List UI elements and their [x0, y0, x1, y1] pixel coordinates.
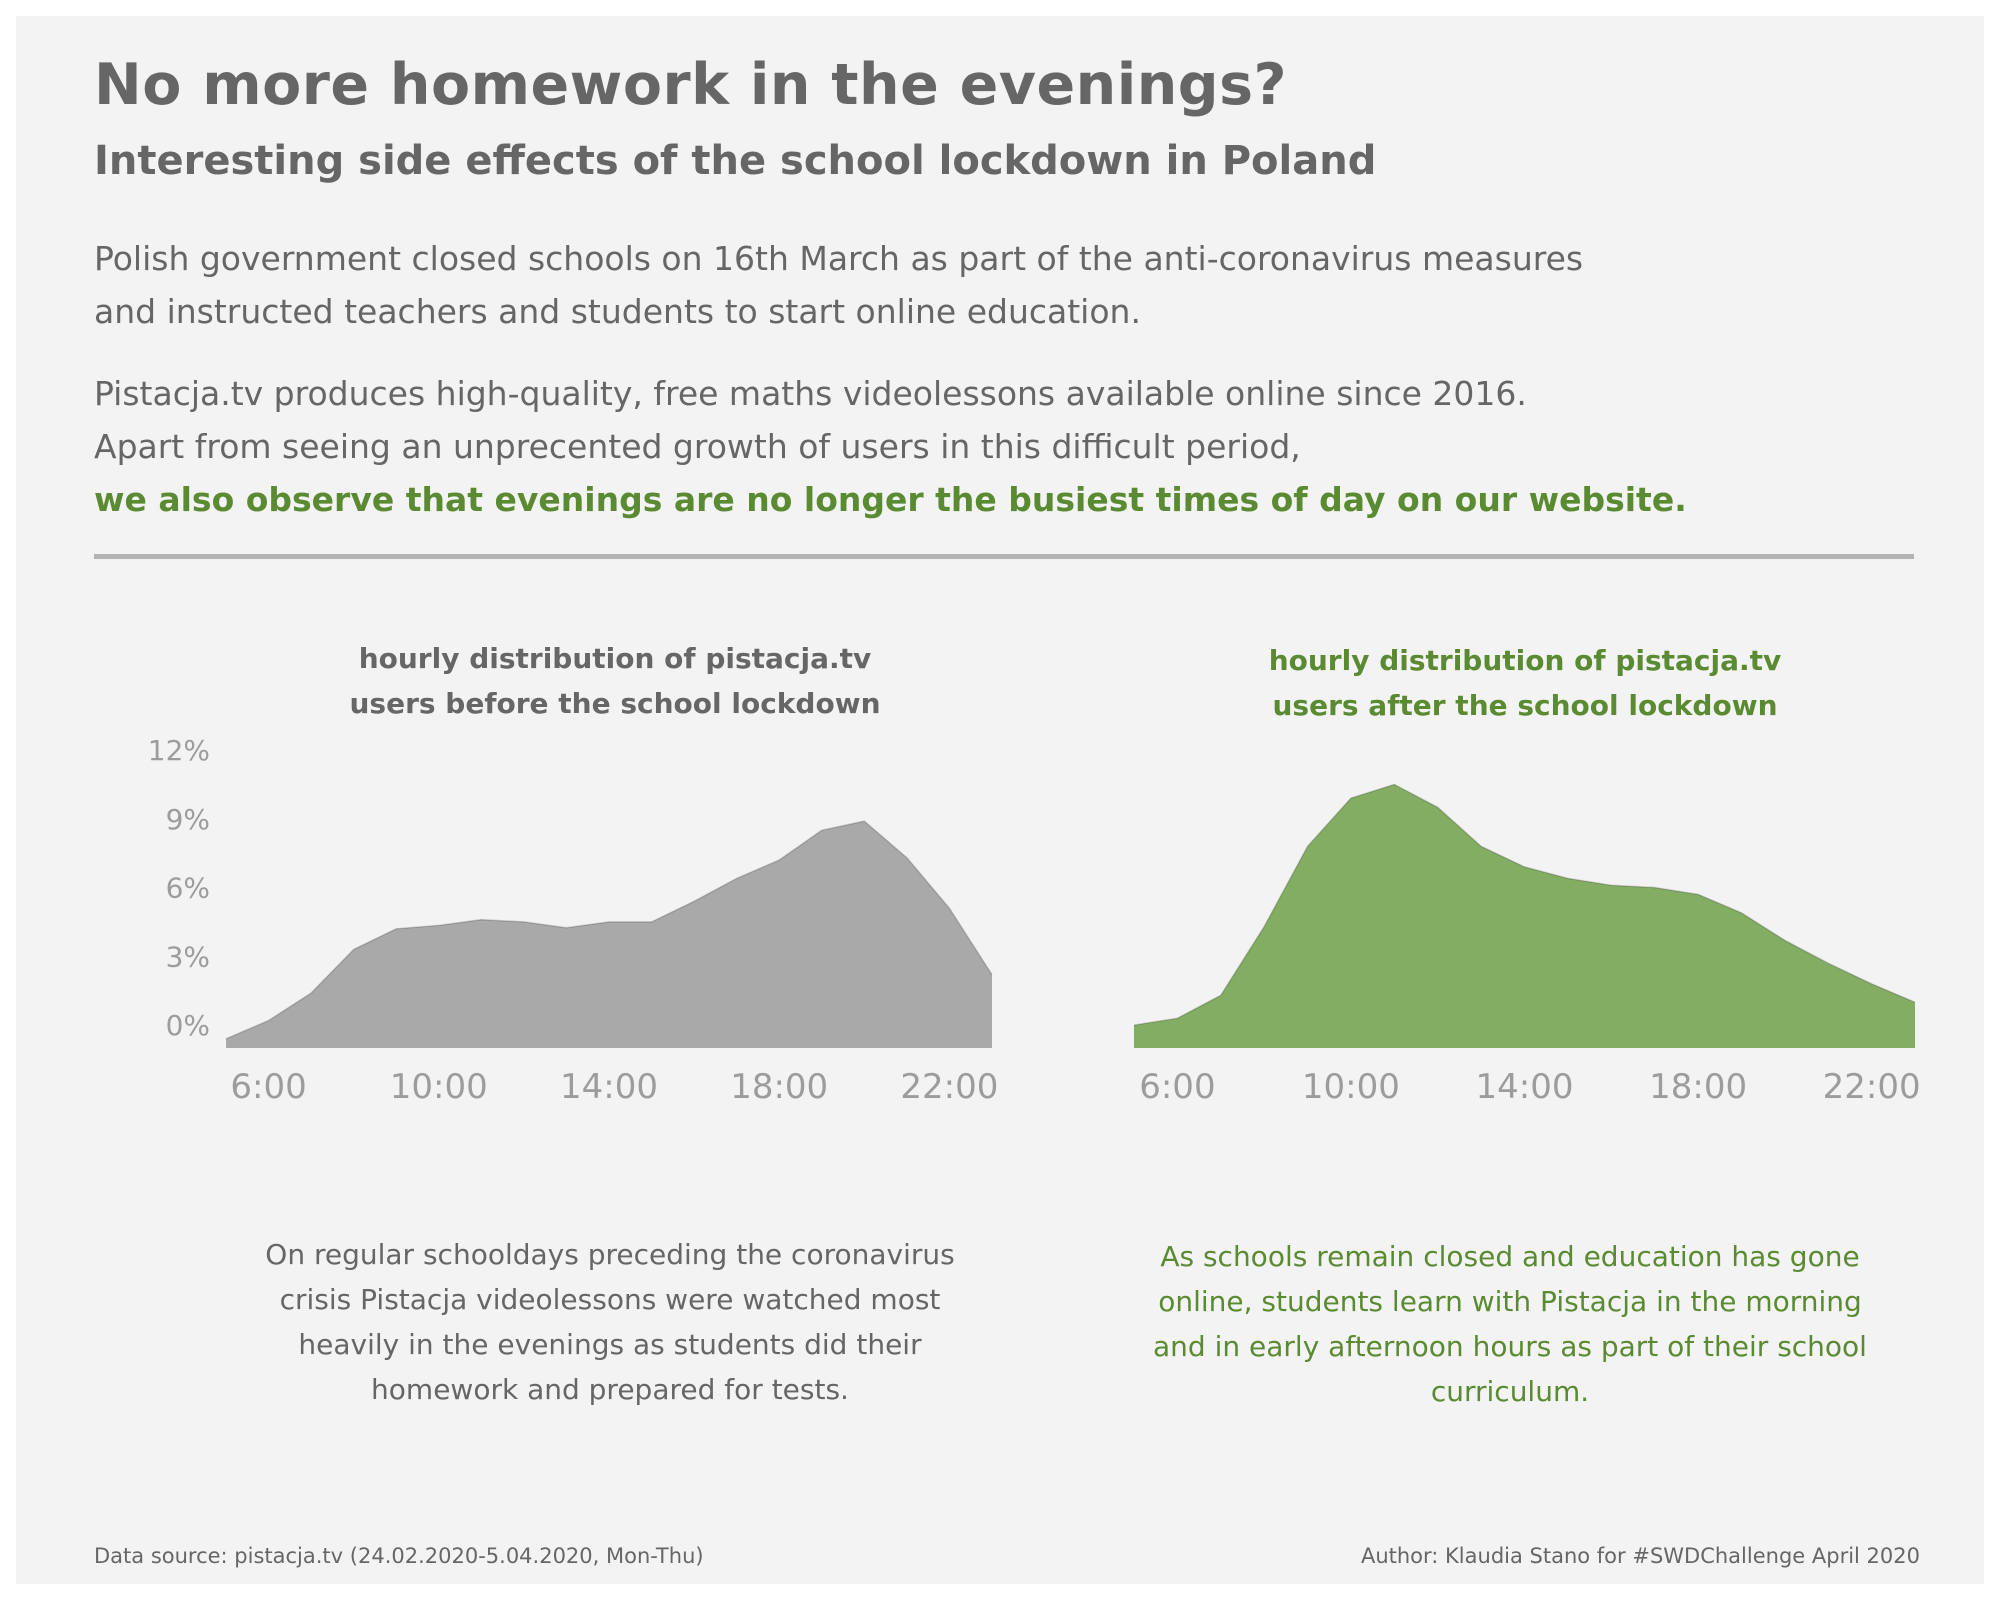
y-tick-label: 0%: [166, 1009, 210, 1042]
x-tick-label: 10:00: [1302, 1067, 1400, 1107]
intro-line: and instructed teachers and students to …: [94, 292, 1141, 331]
area-series: [226, 821, 992, 1048]
chart-title-line: users after the school lockdown: [1272, 689, 1778, 722]
intro-highlight: we also observe that evenings are no lon…: [94, 480, 1687, 519]
y-tick-label: 12%: [148, 734, 210, 767]
chart-after-title: hourly distribution of pistacja.tv users…: [1200, 638, 1850, 728]
area-series: [1134, 784, 1915, 1048]
note-line: crisis Pistacja videolessons were watche…: [279, 1283, 941, 1316]
note-before: On regular schooldays preceding the coro…: [200, 1232, 1020, 1412]
note-line: curriculum.: [1430, 1375, 1590, 1408]
intro-line: Pistacja.tv produces high-quality, free …: [94, 374, 1527, 413]
x-tick-label: 18:00: [1649, 1067, 1747, 1107]
footer-author: Author: Klaudia Stano for #SWDChallenge …: [1360, 1544, 1920, 1568]
background-panel: [16, 16, 1984, 1584]
x-tick-label: 22:00: [900, 1067, 998, 1107]
y-tick-label: 9%: [166, 803, 210, 836]
footer-source: Data source: pistacja.tv (24.02.2020-5.0…: [94, 1544, 704, 1568]
chart-title-line: hourly distribution of pistacja.tv: [1268, 644, 1782, 677]
area-outline: [225, 820, 993, 1040]
x-tick-label: 14:00: [560, 1067, 658, 1107]
page-subtitle: Interesting side effects of the school l…: [94, 138, 1377, 184]
intro-line: Polish government closed schools on 16th…: [94, 239, 1584, 278]
note-after: As schools remain closed and education h…: [1100, 1234, 1920, 1414]
chart-before-title: hourly distribution of pistacja.tv users…: [290, 636, 940, 726]
area-outline: [1133, 783, 1916, 1026]
note-line: heavily in the evenings as students did …: [298, 1328, 922, 1361]
note-line: As schools remain closed and education h…: [1160, 1240, 1860, 1273]
note-line: and in early afternoon hours as part of …: [1153, 1330, 1867, 1363]
intro-paragraph-1: Polish government closed schools on 16th…: [94, 232, 1874, 338]
x-tick-label: 22:00: [1823, 1067, 1921, 1107]
x-tick-label: 10:00: [390, 1067, 488, 1107]
intro-line: Apart from seeing an unprecented growth …: [94, 427, 1301, 466]
intro-paragraph-2: Pistacja.tv produces high-quality, free …: [94, 367, 1874, 526]
x-tick-label: 6:00: [230, 1067, 306, 1107]
note-line: On regular schooldays preceding the coro…: [265, 1238, 955, 1271]
y-tick-label: 3%: [166, 940, 210, 973]
chart-after: 6:00 10:00 14:00 18:00 22:00: [1133, 783, 1921, 1107]
x-tick-label: 6:00: [1139, 1067, 1215, 1107]
y-tick-label: 6%: [166, 872, 210, 905]
x-tick-label: 14:00: [1476, 1067, 1574, 1107]
chart-title-line: users before the school lockdown: [349, 687, 881, 720]
section-divider: [94, 554, 1914, 559]
note-line: online, students learn with Pistacja in …: [1158, 1285, 1862, 1318]
page-title: No more homework in the evenings?: [94, 52, 1288, 118]
chart-title-line: hourly distribution of pistacja.tv: [358, 642, 872, 675]
chart-before: 6:00 10:00 14:00 18:00 22:00 12% 9% 6% 3% 0%: [148, 734, 999, 1107]
note-line: homework and prepared for tests.: [371, 1373, 849, 1406]
x-tick-label: 18:00: [730, 1067, 828, 1107]
